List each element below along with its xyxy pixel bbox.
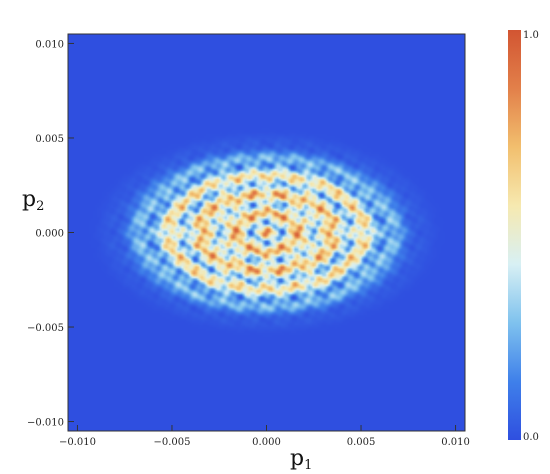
- y-tick-label: 0.010: [35, 39, 64, 50]
- heatmap-area: [68, 34, 465, 431]
- y-axis-ticks: −0.010 −0.005 0.000 0.005 0.010: [27, 39, 74, 429]
- x-tick-label: −0.010: [59, 437, 96, 448]
- colorbar-min-label: 0.0: [523, 432, 539, 443]
- y-tick-label: −0.005: [27, 323, 64, 334]
- y-tick-label: −0.010: [27, 418, 64, 429]
- y-axis-label: p2: [22, 187, 44, 214]
- x-tick-label: 0.005: [347, 437, 376, 448]
- y-tick-label: 0.000: [35, 229, 64, 240]
- colorbar-max-label: 1.0: [523, 30, 539, 41]
- heatmap-image: [68, 34, 465, 431]
- x-tick-label: 0.010: [441, 437, 470, 448]
- x-tick-label: 0.000: [252, 437, 281, 448]
- colorbar: 1.0 0.0: [508, 30, 539, 443]
- x-axis-label: p1: [290, 446, 312, 473]
- x-tick-label: −0.005: [153, 437, 190, 448]
- colorbar-gradient: [508, 30, 521, 440]
- y-tick-label: 0.005: [35, 134, 64, 145]
- x-axis-ticks: −0.010 −0.005 0.000 0.005 0.010: [59, 425, 470, 448]
